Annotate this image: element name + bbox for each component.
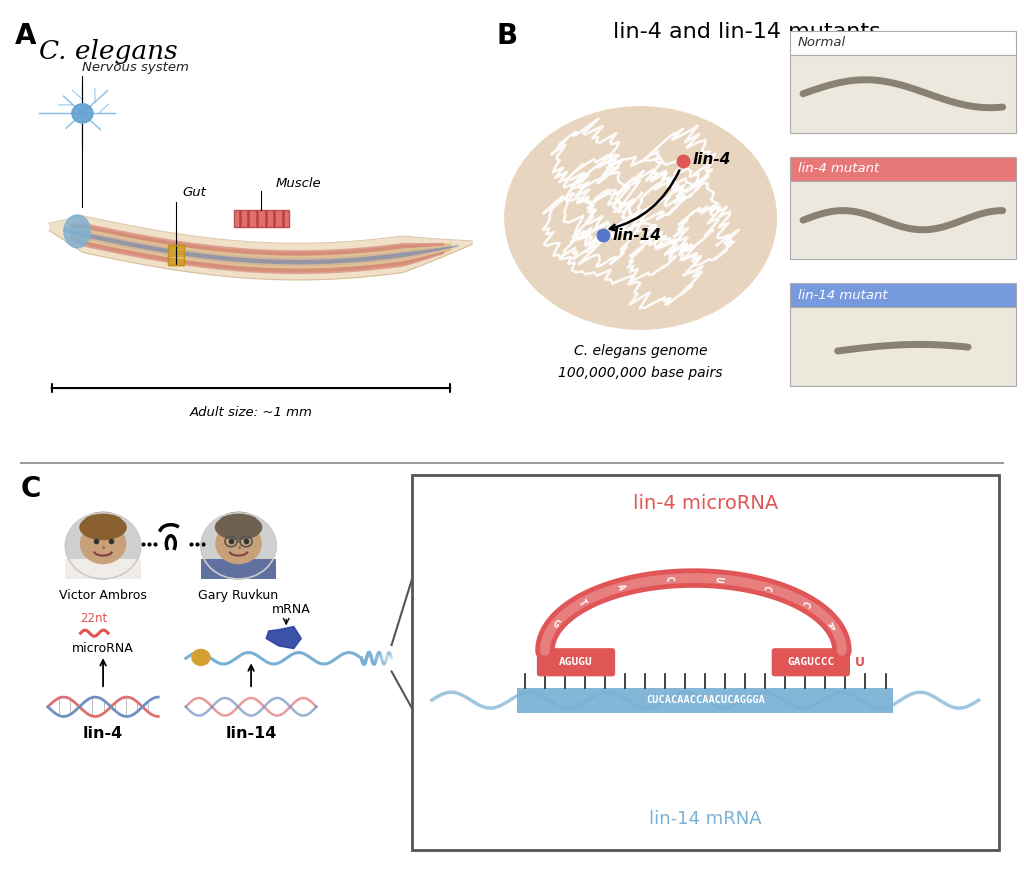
Circle shape (66, 513, 140, 579)
FancyBboxPatch shape (233, 209, 289, 227)
Text: lin-14: lin-14 (225, 726, 276, 740)
Circle shape (505, 107, 776, 329)
Text: lin-4: lin-4 (83, 726, 123, 740)
Text: A: A (615, 583, 627, 592)
Text: C. elegans genome: C. elegans genome (573, 344, 708, 358)
Ellipse shape (220, 513, 257, 531)
FancyBboxPatch shape (790, 55, 1016, 133)
FancyBboxPatch shape (790, 181, 1016, 260)
FancyBboxPatch shape (537, 648, 615, 677)
Text: lin-14 mutant: lin-14 mutant (798, 289, 888, 302)
Text: C: C (20, 475, 41, 503)
FancyBboxPatch shape (790, 31, 1016, 55)
FancyBboxPatch shape (201, 559, 276, 579)
Text: C: C (761, 583, 772, 592)
Text: C: C (663, 576, 674, 582)
Circle shape (191, 650, 210, 665)
Ellipse shape (85, 513, 121, 531)
Text: 100,000,000 base pairs: 100,000,000 base pairs (558, 365, 723, 380)
Text: B: B (497, 22, 518, 50)
Text: lin-4 and lin-14 mutants: lin-4 and lin-14 mutants (613, 22, 881, 42)
Ellipse shape (80, 515, 126, 540)
Text: Victor Ambros: Victor Ambros (59, 589, 147, 602)
Text: microRNA: microRNA (72, 642, 134, 655)
Text: C: C (800, 598, 811, 608)
Ellipse shape (215, 515, 261, 540)
Text: G: G (550, 618, 560, 630)
FancyBboxPatch shape (412, 475, 998, 850)
Text: lin-14: lin-14 (613, 228, 662, 243)
Text: U: U (714, 576, 724, 582)
Text: Gut: Gut (182, 187, 206, 200)
Text: Normal: Normal (798, 36, 846, 49)
FancyBboxPatch shape (790, 157, 1016, 181)
Text: 22nt: 22nt (81, 612, 108, 625)
FancyBboxPatch shape (772, 648, 850, 677)
Circle shape (216, 524, 261, 563)
Text: Adult size: ~1 mm: Adult size: ~1 mm (189, 405, 312, 419)
Text: A: A (15, 22, 37, 50)
Text: Gary Ruvkun: Gary Ruvkun (199, 589, 279, 602)
Text: AGUGU: AGUGU (559, 657, 593, 667)
Text: A: A (826, 618, 837, 630)
Text: lin-14 mRNA: lin-14 mRNA (649, 810, 762, 828)
Text: T: T (575, 598, 588, 608)
Text: lin-4: lin-4 (693, 152, 731, 167)
Text: Nervous system: Nervous system (82, 61, 189, 74)
Text: lin-4 microRNA: lin-4 microRNA (633, 494, 778, 514)
Text: lin-4 mutant: lin-4 mutant (798, 162, 879, 175)
Circle shape (72, 104, 93, 123)
Circle shape (81, 524, 126, 563)
Text: GAGUCCC: GAGUCCC (787, 657, 835, 667)
Polygon shape (266, 627, 301, 649)
FancyBboxPatch shape (790, 283, 1016, 307)
FancyBboxPatch shape (66, 559, 140, 579)
FancyBboxPatch shape (790, 307, 1016, 385)
Circle shape (201, 513, 276, 579)
Ellipse shape (63, 215, 90, 248)
Text: mRNA: mRNA (271, 603, 310, 617)
FancyBboxPatch shape (517, 688, 893, 712)
Text: CUCACAACCAACUCAGGGA: CUCACAACCAACUCAGGGA (646, 695, 765, 705)
Text: C. elegans: C. elegans (39, 39, 178, 65)
Text: Muscle: Muscle (275, 177, 322, 190)
Text: U: U (854, 656, 864, 669)
